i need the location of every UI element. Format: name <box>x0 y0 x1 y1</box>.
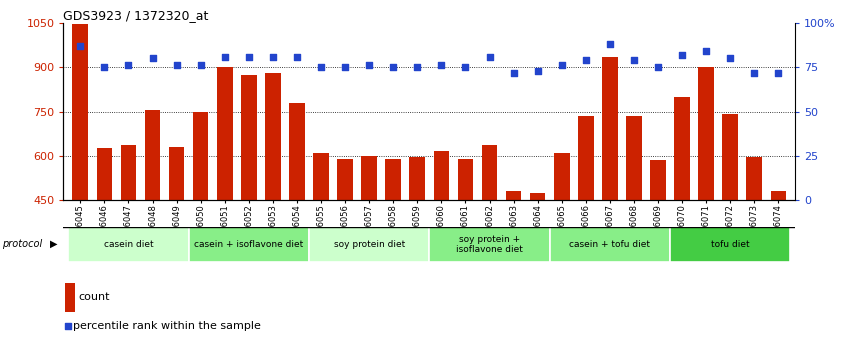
Bar <box>626 116 642 200</box>
Bar <box>69 227 189 262</box>
Bar <box>771 191 786 200</box>
Bar <box>602 57 618 200</box>
Point <box>74 43 87 49</box>
Bar <box>193 112 208 200</box>
Bar <box>361 156 377 200</box>
Point <box>362 63 376 68</box>
Bar <box>698 67 714 200</box>
Bar <box>289 103 305 200</box>
Bar <box>670 227 790 262</box>
Text: casein + isoflavone diet: casein + isoflavone diet <box>195 240 304 249</box>
Text: casein + tofu diet: casein + tofu diet <box>569 240 651 249</box>
Text: percentile rank within the sample: percentile rank within the sample <box>73 321 261 331</box>
Point <box>627 57 640 63</box>
Point <box>290 54 304 59</box>
Text: GDS3923 / 1372320_at: GDS3923 / 1372320_at <box>63 9 209 22</box>
Point <box>483 54 497 59</box>
Point <box>555 63 569 68</box>
Bar <box>121 145 136 200</box>
Bar <box>554 153 569 200</box>
Point <box>122 63 135 68</box>
Text: protocol: protocol <box>2 239 42 249</box>
Point <box>410 64 424 70</box>
Point <box>242 54 255 59</box>
Point <box>338 64 352 70</box>
Bar <box>409 157 426 200</box>
Point <box>772 70 785 75</box>
Point <box>314 64 327 70</box>
Point <box>218 54 232 59</box>
Point <box>603 41 617 47</box>
Point <box>507 70 520 75</box>
Bar <box>309 227 429 262</box>
Text: ▶: ▶ <box>50 239 58 249</box>
Bar <box>433 151 449 200</box>
Point <box>579 57 592 63</box>
Point <box>266 54 280 59</box>
Bar <box>96 148 113 200</box>
Point <box>531 68 545 74</box>
Point <box>170 63 184 68</box>
Bar <box>168 147 184 200</box>
Point <box>435 63 448 68</box>
Bar <box>265 73 281 200</box>
Point <box>700 48 713 54</box>
Point <box>675 52 689 58</box>
Bar <box>313 153 329 200</box>
Bar <box>530 193 546 200</box>
Point <box>146 56 159 61</box>
Bar <box>481 145 497 200</box>
Bar <box>458 159 473 200</box>
Text: soy protein +
isoflavone diet: soy protein + isoflavone diet <box>456 235 523 254</box>
Bar <box>651 160 666 200</box>
Text: tofu diet: tofu diet <box>711 240 750 249</box>
Text: count: count <box>79 292 110 302</box>
Point <box>651 64 665 70</box>
Bar <box>217 67 233 200</box>
Bar <box>73 24 88 200</box>
Point <box>97 64 111 70</box>
Point <box>459 64 472 70</box>
Point <box>723 56 737 61</box>
Text: casein diet: casein diet <box>103 240 153 249</box>
Bar <box>674 97 690 200</box>
Bar <box>145 110 161 200</box>
Bar <box>429 227 550 262</box>
Bar <box>189 227 309 262</box>
Bar <box>506 191 521 200</box>
Point <box>748 70 761 75</box>
Point <box>252 194 266 200</box>
Point <box>387 64 400 70</box>
Point <box>194 63 207 68</box>
Bar <box>550 227 670 262</box>
Bar <box>578 116 594 200</box>
Text: soy protein diet: soy protein diet <box>333 240 404 249</box>
Bar <box>722 114 738 200</box>
Bar <box>241 75 256 200</box>
Bar <box>746 157 762 200</box>
Bar <box>386 159 401 200</box>
Bar <box>338 159 353 200</box>
